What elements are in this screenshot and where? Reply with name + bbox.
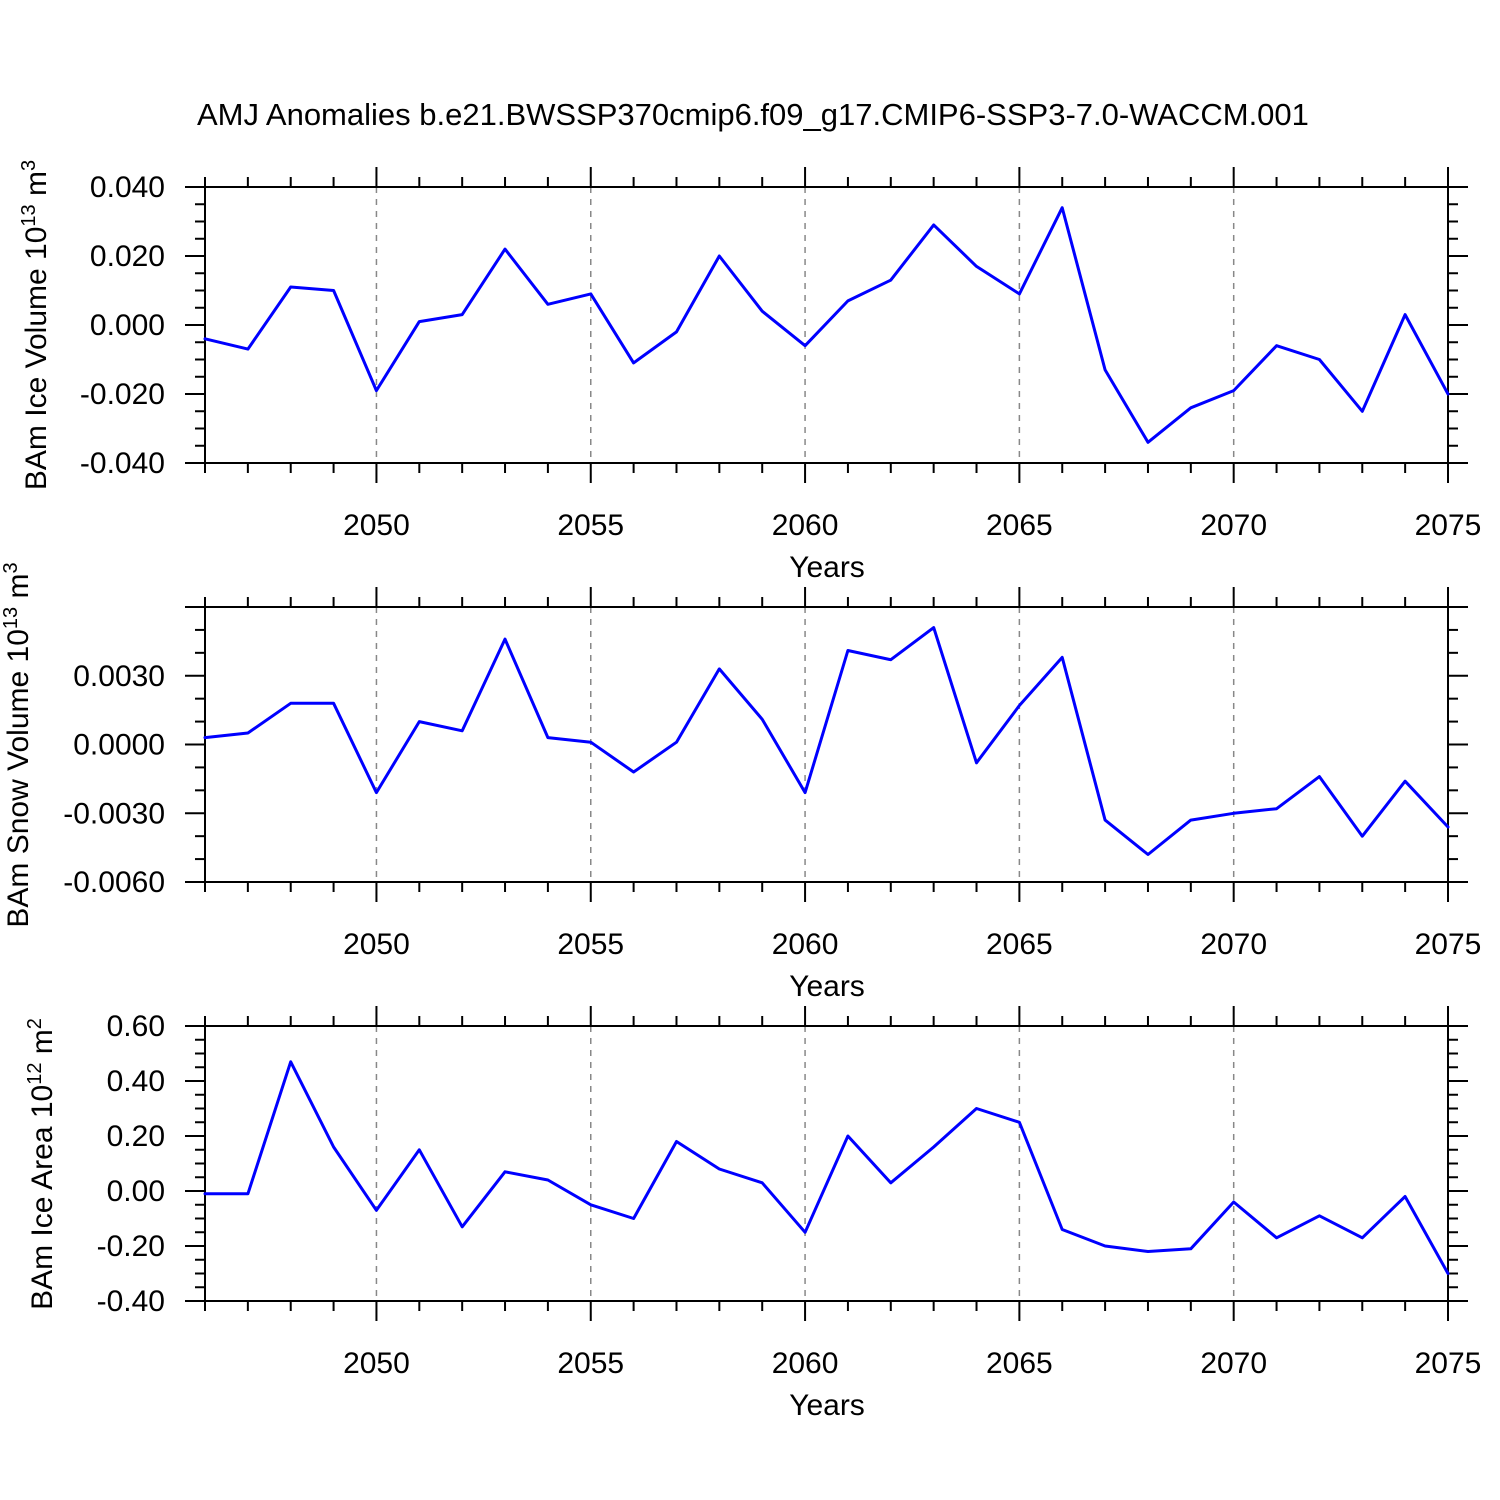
y-tick-label: 0.0030	[73, 660, 165, 693]
y-axis-title-text: m	[26, 1029, 59, 1063]
y-tick-label: 0.040	[90, 171, 165, 204]
x-tick-label: 2070	[1200, 509, 1267, 542]
x-tick-label: 2065	[986, 928, 1053, 961]
y-axis-title-snow-volume: BAm Snow Volume 1013 m3	[0, 562, 36, 928]
y-tick-label: 0.60	[107, 1010, 165, 1043]
y-tick-label: 0.000	[90, 309, 165, 342]
y-axis-title-ice-area: BAm Ice Area 1012 m2	[24, 1018, 60, 1310]
y-axis-title-text: m	[2, 573, 35, 607]
y-tick-label: 0.20	[107, 1120, 165, 1153]
y-axis-title-text: m	[20, 171, 53, 205]
x-tick-label: 2050	[343, 1347, 410, 1380]
x-tick-label: 2065	[986, 509, 1053, 542]
y-axis-title-superscript: 13	[0, 606, 22, 630]
y-tick-label: 0.40	[107, 1065, 165, 1098]
data-line-bam-ice-volume	[203, 206, 1450, 444]
y-tick-label: -0.40	[97, 1285, 165, 1318]
panel-bam-ice-volume: 0.040 0.020 0.000 -0.020 -0.040 2050 2055 2060 2…	[80, 167, 1481, 542]
x-axis-title-panel3: Years	[789, 1389, 865, 1422]
y-axis-title-ice-volume: BAm Ice Volume 1013 m3	[18, 159, 54, 491]
panel-bam-ice-area: 0.60 0.40 0.20 0.00 -0.20 -0.40 2050 2055 2060 20…	[97, 1006, 1482, 1380]
x-tick-label: 2055	[557, 509, 624, 542]
x-tick-label: 2050	[343, 509, 410, 542]
plot-frame	[204, 1025, 1449, 1302]
y-axis-title-superscript: 13	[18, 204, 40, 227]
y-tick-label: 0.00	[107, 1175, 165, 1208]
y-tick-label: -0.0060	[63, 866, 165, 899]
y-tick-label: -0.020	[80, 378, 165, 411]
figure-title: AMJ Anomalies b.e21.BWSSP370cmip6.f09_g1…	[197, 97, 1309, 132]
data-line-bam-ice-area	[203, 1060, 1450, 1275]
y-tick-label: -0.0030	[63, 797, 165, 830]
x-tick-label: 2060	[772, 509, 839, 542]
y-tick-label: 0.020	[90, 240, 165, 273]
y-axis-title-superscript: 3	[0, 562, 22, 574]
y-axis-title-superscript: 3	[18, 159, 40, 172]
y-axis-title-text: BAm Ice Area 10	[26, 1084, 59, 1310]
panel-bam-snow-volume: 0.0030 0.0000 -0.0030 -0.0060 2050 2055 2060 20…	[63, 587, 1481, 961]
x-tick-label: 2075	[1415, 928, 1482, 961]
x-tick-label: 2075	[1415, 509, 1482, 542]
x-axis-title-panel1: Years	[789, 551, 865, 584]
y-tick-label: -0.040	[80, 447, 165, 480]
x-tick-label: 2060	[772, 928, 839, 961]
x-tick-label: 2070	[1200, 928, 1267, 961]
y-axis-title-superscript: 2	[24, 1018, 46, 1030]
y-axis-title-text: BAm Ice Volume 10	[20, 226, 53, 491]
y-axis-title-superscript: 12	[24, 1062, 46, 1085]
data-line-bam-snow-volume	[203, 626, 1450, 856]
x-tick-label: 2055	[557, 928, 624, 961]
y-tick-label: -0.20	[97, 1230, 165, 1263]
x-axis-title-panel2: Years	[789, 970, 865, 1003]
y-axis-title-text: BAm Snow Volume 10	[2, 629, 35, 928]
x-tick-label: 2070	[1200, 1347, 1267, 1380]
y-tick-label: 0.0000	[73, 729, 165, 762]
plot-frame	[204, 186, 1449, 464]
x-tick-label: 2055	[557, 1347, 624, 1380]
x-tick-label: 2050	[343, 928, 410, 961]
plot-frame	[204, 606, 1449, 883]
x-tick-label: 2065	[986, 1347, 1053, 1380]
x-tick-label: 2060	[772, 1347, 839, 1380]
x-tick-label: 2075	[1415, 1347, 1482, 1380]
